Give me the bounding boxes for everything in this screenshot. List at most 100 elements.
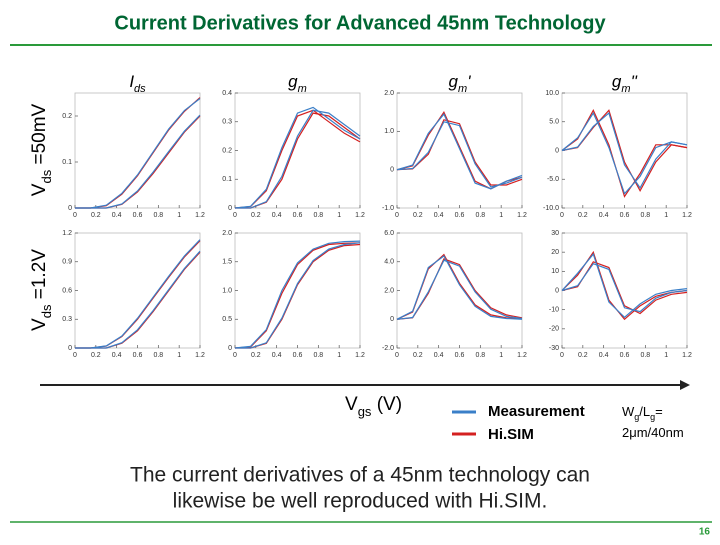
x-tick-label: 0.6 (133, 212, 143, 219)
x-tick-label: 0.6 (293, 212, 303, 219)
x-tick-label: 1.2 (355, 352, 365, 359)
y-tick-label: -30 (549, 345, 559, 352)
y-tick-label: 1.2 (62, 230, 72, 237)
x-axis-label-part: (V) (371, 394, 402, 415)
y-tick-label: 0 (390, 316, 394, 323)
curve (75, 114, 201, 209)
x-tick-label: 1.2 (517, 212, 527, 219)
y-tick-label: 0 (228, 205, 232, 212)
curve (235, 109, 361, 209)
x-tick-label: 0 (233, 352, 237, 359)
x-tick-label: 0.8 (313, 352, 323, 359)
y-tick-label: 0.3 (222, 119, 232, 126)
y-tick-label: 1.5 (222, 259, 232, 266)
panel-title-part: ds (134, 83, 146, 95)
y-tick-label: 0.2 (222, 147, 232, 154)
x-tick-label: 1.2 (195, 212, 205, 219)
plot-frame (234, 232, 361, 349)
y-tick-label: -10 (549, 307, 559, 314)
x-tick-label: 0.2 (91, 212, 101, 219)
curve (396, 112, 523, 190)
x-tick-label: 0 (560, 212, 564, 219)
plot-frame (396, 232, 523, 349)
x-tick-label: 0.6 (133, 352, 143, 359)
x-tick-label: 0 (395, 352, 399, 359)
y-tick-label: 30 (551, 230, 559, 237)
curve (234, 242, 361, 349)
x-tick-label: 0.2 (578, 212, 588, 219)
curve (75, 98, 201, 209)
x-tick-label: 0.6 (620, 212, 630, 219)
y-tick-label: 0.1 (62, 159, 72, 166)
x-tick-label: 1.2 (517, 352, 527, 359)
panel-title-part: m (458, 83, 467, 95)
curve (396, 258, 523, 320)
x-tick-label: 0.6 (293, 352, 303, 359)
curve (234, 106, 361, 209)
plot-frame (234, 92, 361, 209)
x-tick-label: 0.4 (434, 212, 444, 219)
y-tick-label: 0 (68, 345, 72, 352)
annotation-part: W (622, 404, 635, 419)
y-tick-label: 0.4 (222, 90, 232, 97)
curve (561, 252, 688, 319)
x-tick-label: 1 (664, 212, 668, 219)
row-label-part: =1.2V (29, 249, 50, 305)
row-label: Vds =1.2V (29, 249, 54, 331)
x-tick-label: 0.4 (599, 212, 609, 219)
y-tick-label: 0 (390, 167, 394, 174)
x-tick-label: 0.6 (455, 352, 465, 359)
y-tick-label: 10 (551, 268, 559, 275)
curve (75, 239, 201, 349)
y-tick-label: 0 (68, 205, 72, 212)
y-tick-label: 4.0 (384, 259, 394, 266)
x-tick-label: 0.8 (475, 212, 485, 219)
y-tick-label: 2.0 (384, 90, 394, 97)
curve (561, 108, 688, 198)
annotation: 2μm/40nm (622, 425, 684, 440)
plot-frame (396, 92, 523, 209)
x-tick-label: 0 (73, 212, 77, 219)
x-tick-label: 0.4 (272, 212, 282, 219)
x-tick-label: 0.6 (620, 352, 630, 359)
y-tick-label: 0.6 (62, 287, 72, 294)
y-tick-label: 0 (228, 345, 232, 352)
x-tick-label: 1.2 (682, 212, 692, 219)
panel-title-part: m (298, 83, 307, 95)
y-tick-label: 0 (555, 287, 559, 294)
annotation-part: 2μm/40nm (622, 425, 684, 440)
x-tick-label: 0.2 (91, 352, 101, 359)
caption: The current derivatives of a 45nm techno… (130, 464, 590, 487)
y-tick-label: -1.0 (382, 205, 394, 212)
plot-frame (561, 92, 688, 209)
panel-title-part: I (129, 72, 134, 91)
slide-title: Current Derivatives for Advanced 45nm Te… (114, 12, 606, 34)
y-tick-label: 1.0 (222, 287, 232, 294)
caption: likewise be well reproduced with Hi.SIM. (173, 490, 548, 513)
x-tick-label: 0.8 (153, 352, 163, 359)
row-label-part: ds (39, 304, 54, 318)
x-tick-label: 0.4 (599, 352, 609, 359)
x-tick-label: 1 (337, 212, 341, 219)
row-label-part: V (29, 183, 50, 196)
panel-title: gm'' (612, 72, 638, 94)
x-axis-label-part: gs (358, 404, 372, 419)
curve (561, 111, 688, 195)
y-tick-label: 0.3 (62, 316, 72, 323)
x-tick-label: 0.4 (434, 352, 444, 359)
x-tick-label: 0.2 (251, 212, 261, 219)
y-tick-label: 0.9 (62, 259, 72, 266)
y-tick-label: 20 (551, 249, 559, 256)
annotation: Wg/Lg= (622, 404, 663, 422)
x-tick-label: 0.8 (313, 212, 323, 219)
x-tick-label: 1 (499, 212, 503, 219)
x-tick-label: 1 (177, 352, 181, 359)
x-tick-label: 0.8 (153, 212, 163, 219)
row-label-part: =50mV (29, 103, 50, 169)
curve (75, 240, 201, 349)
row-label-part: V (29, 318, 50, 331)
y-tick-label: 10.0 (545, 90, 559, 97)
x-axis-label-part: V (345, 394, 358, 415)
x-axis-label: Vgs (V) (345, 394, 402, 419)
